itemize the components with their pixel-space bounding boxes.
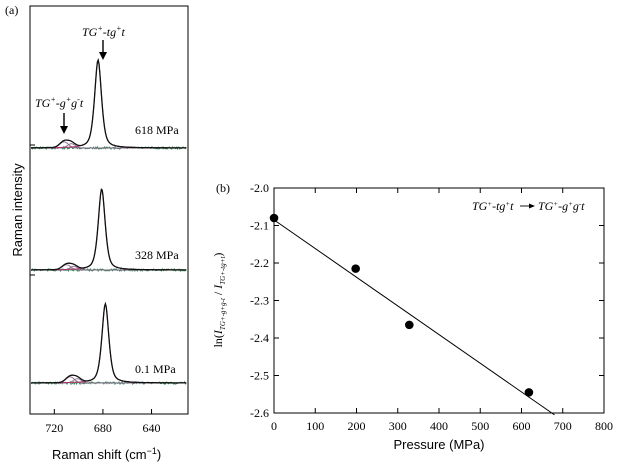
- panel-b-xtick-label: 700: [554, 419, 572, 433]
- series-label-618: 618 MPa: [135, 123, 179, 137]
- panel-a-raman-spectra: 720 680 640 Raman shift (cm−1) Raman inten…: [10, 5, 189, 462]
- spectrum-observed: [31, 188, 187, 271]
- panel-a-frame: [29, 5, 189, 415]
- panel-a-curves: [30, 57, 187, 386]
- panel-b-xtick-label: 800: [595, 419, 613, 433]
- panel-a-ylabel: Raman intensity: [10, 163, 25, 257]
- spectrum-observed: [31, 57, 187, 149]
- panel-a-xtick-label: 720: [45, 421, 63, 435]
- panel-b-xtick-label: 500: [471, 419, 489, 433]
- panel-b-xtick-label: 0: [271, 419, 277, 433]
- panel-b-frame: [273, 187, 605, 414]
- data-point: [351, 264, 360, 273]
- panel-b-xlabel: Pressure (MPa): [393, 437, 484, 452]
- panel-b-xtick-label: 100: [306, 419, 324, 433]
- series-label-328: 328 MPa: [135, 248, 179, 262]
- series-label-01: 0.1 MPa: [135, 362, 176, 376]
- panel-b-ylabel: ln(ITG+-g+g-t / ITG+-tg+t): [211, 253, 227, 348]
- annotation-tg-tg-t: TG+-tg+t: [82, 24, 126, 39]
- panel-b-ytick-label: -2.3: [250, 294, 269, 308]
- panel-a-xtick-label: 680: [94, 421, 112, 435]
- panel-a-xlabel: Raman shift (cm−1): [52, 446, 161, 462]
- panel-a-ticks: 720 680 640: [30, 144, 161, 435]
- spectrum-observed: [31, 301, 187, 384]
- annotation-arrowhead-2: [60, 126, 68, 134]
- panel-b-ytick-label: -2.0: [250, 181, 269, 195]
- panel-b-ytick-label: -2.2: [250, 256, 269, 270]
- panel-b-xtick-label: 400: [430, 419, 448, 433]
- panel-b-xtick-label: 600: [513, 419, 531, 433]
- spectrum-2: [30, 301, 187, 386]
- panel-b-marks: [269, 213, 555, 416]
- panel-a-label: (a): [5, 3, 18, 17]
- panel-b-annotation-target: TG+-g+g-t: [538, 199, 585, 213]
- panel-b-annotation-arrowhead: [529, 203, 535, 209]
- panel-b-xtick-label: 200: [348, 419, 366, 433]
- panel-b-ytick-label: -2.4: [250, 331, 269, 345]
- data-point: [269, 213, 279, 223]
- annotation-tg-ggt: TG+-g+g-t: [35, 95, 84, 110]
- panel-b-scatter: 0 100 200 300 400 500 600 700 800 -2.0 -2.1 -2.2 -2.…: [211, 181, 613, 452]
- spectrum-1: [30, 188, 187, 273]
- panel-b-ytick-label: -2.6: [250, 406, 269, 420]
- panel-b-label: (b): [216, 181, 230, 195]
- annotation-arrowhead-1: [99, 52, 107, 60]
- panel-b-annotation: TG+-tg+t: [472, 199, 514, 213]
- panel-b-ytick-label: -2.1: [250, 219, 269, 233]
- data-point: [524, 388, 534, 397]
- panel-b-xtick-label: 300: [389, 419, 407, 433]
- panel-a-xtick-label: 640: [143, 421, 161, 435]
- panel-b-ytick-label: -2.5: [250, 369, 269, 383]
- spectrum-0: [30, 57, 187, 151]
- data-point: [405, 320, 414, 330]
- fit-line: [273, 219, 555, 416]
- panel-b-ticks: 0 100 200 300 400 500 600 700 800 -2.0 -2.1 -2.2 -2.…: [250, 181, 613, 433]
